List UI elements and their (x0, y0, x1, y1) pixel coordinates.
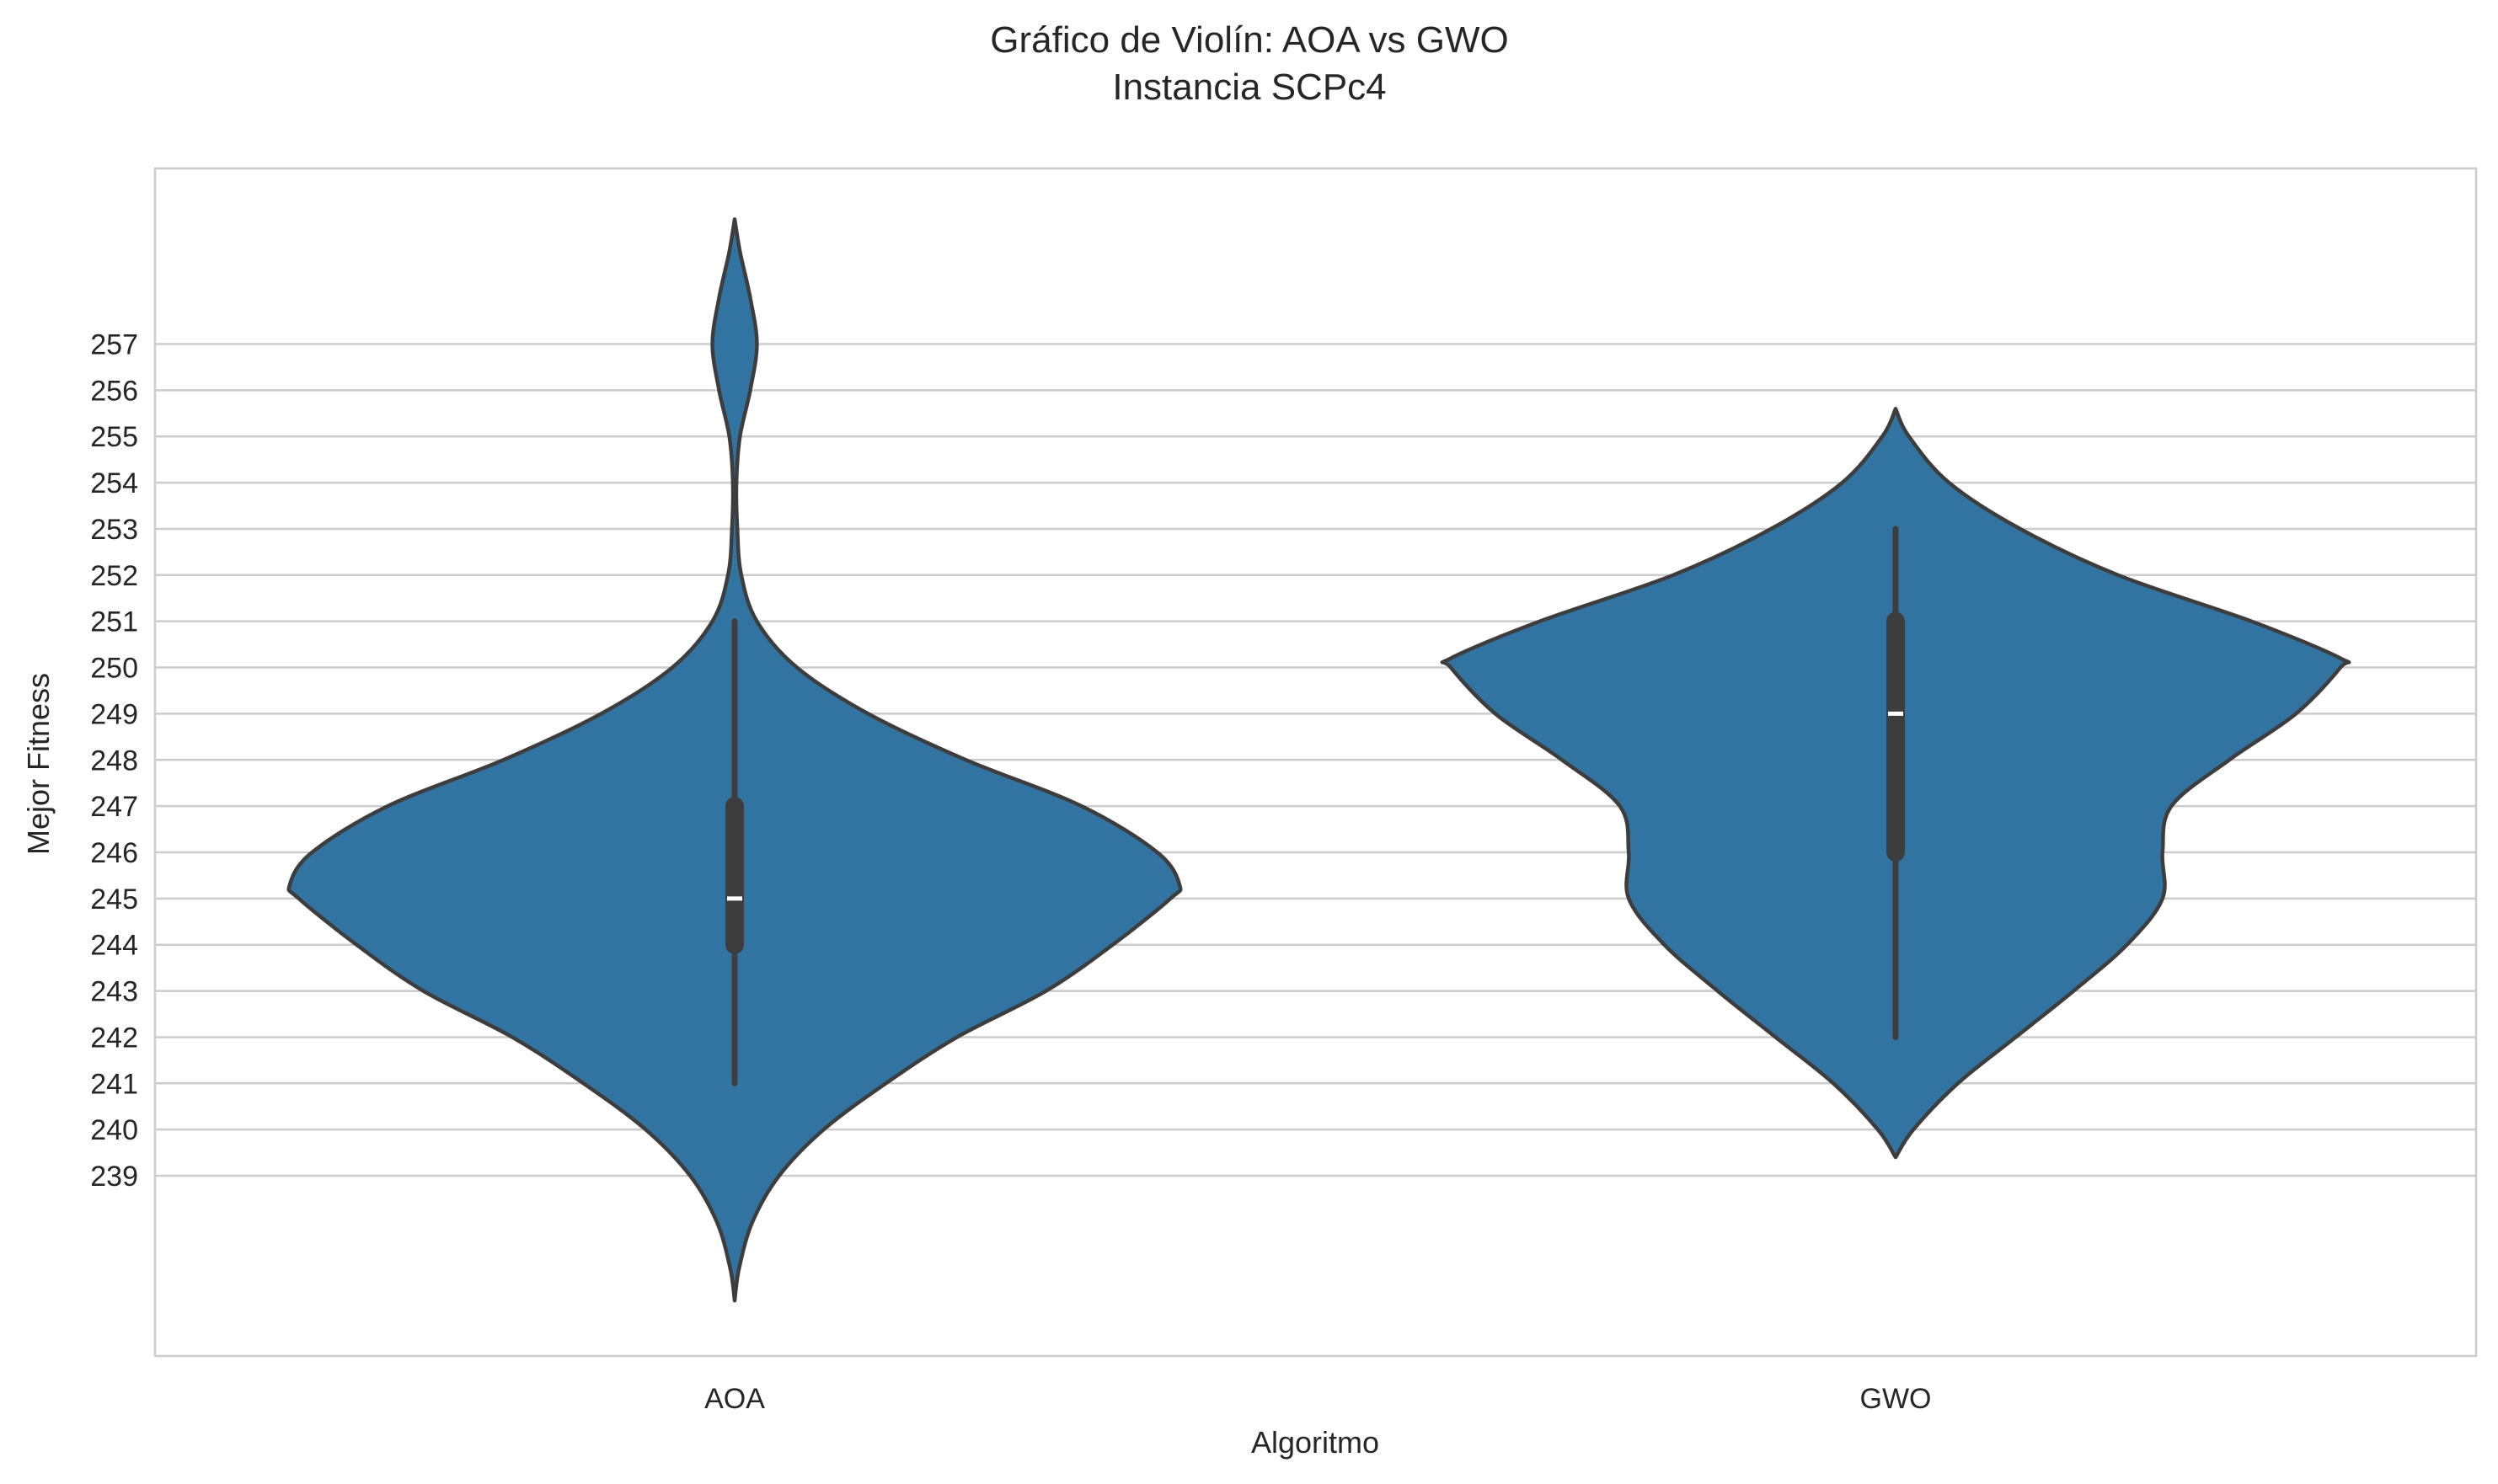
y-tick-label: 252 (90, 560, 138, 592)
y-tick-label: 240 (90, 1114, 138, 1146)
y-tick-label: 249 (90, 698, 138, 730)
y-tick-label: 253 (90, 514, 138, 546)
y-tick-label: 254 (90, 467, 138, 499)
y-tick-label: 245 (90, 883, 138, 915)
y-axis-label: Mejor Fitness (21, 673, 56, 855)
x-tick-labels: AOA GWO (704, 1383, 1931, 1415)
y-tick-label: 243 (90, 976, 138, 1008)
x-tick-label: AOA (704, 1383, 765, 1415)
y-tick-label: 242 (90, 1022, 138, 1054)
y-tick-label: 244 (90, 930, 138, 962)
y-tick-label: 248 (90, 745, 138, 777)
y-tick-label: 257 (90, 328, 138, 360)
y-tick-label: 239 (90, 1161, 138, 1193)
y-tick-label: 256 (90, 375, 138, 407)
x-axis-label: Algoritmo (1251, 1425, 1379, 1460)
y-tick-label: 251 (90, 606, 138, 638)
y-tick-label: 241 (90, 1068, 138, 1100)
plot-frame (153, 167, 2478, 1358)
x-tick-label: GWO (1860, 1383, 1932, 1415)
y-tick-label: 246 (90, 837, 138, 869)
y-tick-labels: 239 240 241 242 243 244 245 246 247 248 249 250 251 2… (90, 328, 138, 1193)
y-tick-label: 250 (90, 653, 138, 685)
y-tick-label: 247 (90, 791, 138, 823)
boxplots (725, 526, 1905, 1086)
y-tick-label: 255 (90, 421, 138, 453)
chart-title: Gráfico de Violín: AOA vs GWO (990, 19, 1508, 61)
chart-subtitle: Instancia SCPc4 (1112, 67, 1386, 108)
